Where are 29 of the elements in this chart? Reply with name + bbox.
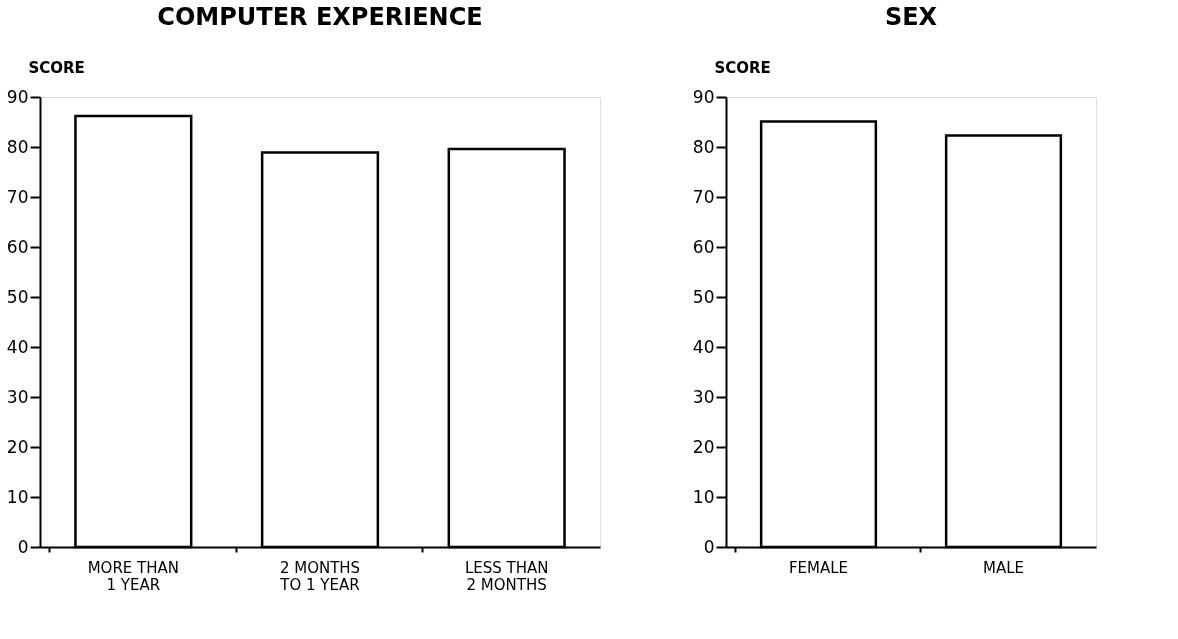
x-tick-label: LESS THAN 2 MONTHS [464,558,549,594]
y-tick-label: 50 [692,286,715,307]
x-tick-label: 2 MONTHS TO 1 YEAR [279,558,361,594]
y-tick-label: 10 [6,486,29,507]
y-tick-label: 0 [17,536,29,557]
chart-title: COMPUTER EXPERIENCE [157,3,483,31]
y-tick-label: 90 [692,86,715,107]
y-tick-label: 70 [6,186,29,207]
y-tick-label: 30 [6,386,29,407]
x-tick-label: FEMALE [788,558,849,577]
y-tick-label: 60 [692,236,715,257]
y-axis-title: SCORE [714,58,771,77]
x-tick-label: MALE [982,558,1025,577]
chart-title: SEX [884,3,938,31]
y-tick-label: 80 [6,136,29,157]
y-tick-label: 20 [6,436,29,457]
y-tick-label: 20 [692,436,715,457]
y-tick-label: 80 [692,136,715,157]
y-tick-label: 40 [692,336,715,357]
y-axis-title: SCORE [28,58,85,77]
y-tick-label: 70 [692,186,715,207]
y-tick-label: 30 [692,386,715,407]
y-tick-label: 10 [692,486,715,507]
y-tick-label: 40 [6,336,29,357]
y-tick-label: 90 [6,86,29,107]
y-tick-label: 50 [6,286,29,307]
x-tick-label: MORE THAN 1 YEAR [87,558,180,594]
y-tick-label: 0 [703,536,715,557]
y-tick-label: 60 [6,236,29,257]
